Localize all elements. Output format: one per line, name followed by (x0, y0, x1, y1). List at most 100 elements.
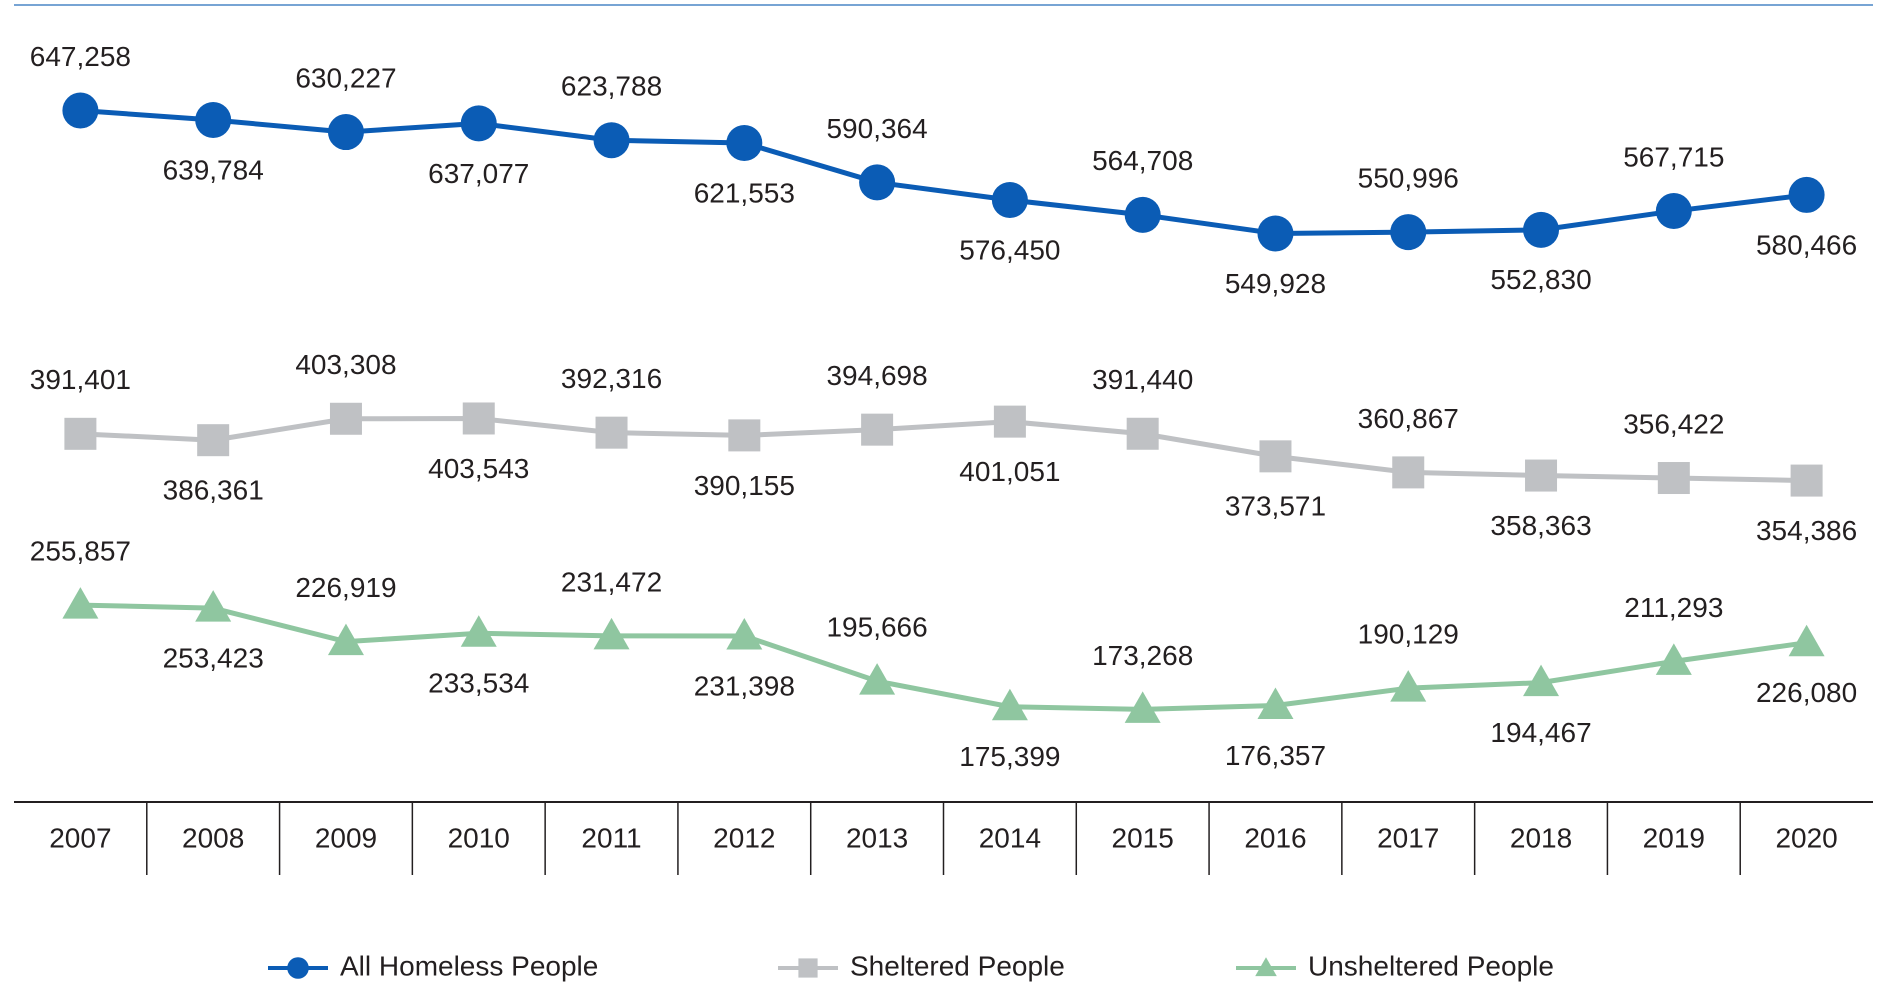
data-point (993, 405, 1026, 438)
data-point (1257, 687, 1294, 720)
data-point (991, 688, 1028, 721)
data-label: 354,386 (1756, 515, 1857, 546)
data-label: 233,534 (428, 668, 529, 699)
series-line (80, 415, 1807, 484)
x-tick-label: 2019 (1643, 822, 1705, 853)
data-point (861, 413, 894, 446)
data-point (195, 590, 232, 622)
data-point (62, 587, 99, 619)
data-point (327, 114, 364, 151)
x-tick-label: 2008 (182, 822, 244, 853)
data-point (1124, 196, 1161, 233)
data-label: 637,077 (428, 158, 529, 189)
data-point (859, 164, 896, 201)
data-label: 226,080 (1756, 677, 1857, 708)
data-label: 391,440 (1092, 364, 1193, 395)
x-tick-label: 2014 (979, 822, 1041, 853)
data-label: 564,708 (1092, 145, 1193, 176)
data-label: 580,466 (1756, 229, 1857, 260)
data-point (593, 122, 630, 159)
data-label: 386,361 (163, 475, 264, 506)
data-point (460, 615, 497, 647)
data-label: 356,422 (1623, 408, 1724, 439)
data-point (197, 424, 230, 457)
data-label: 403,543 (428, 453, 529, 484)
data-point (1655, 643, 1692, 675)
x-tick-label: 2012 (713, 822, 775, 853)
legend-marker (798, 958, 818, 978)
data-label: 403,308 (295, 349, 396, 380)
data-point (991, 182, 1028, 219)
data-point (62, 92, 99, 129)
data-point (1525, 459, 1558, 492)
data-label: 231,472 (561, 566, 662, 597)
data-point (327, 623, 364, 656)
data-label: 647,258 (30, 41, 131, 72)
data-label: 630,227 (295, 62, 396, 93)
data-point (1126, 417, 1159, 450)
data-label: 550,996 (1358, 163, 1459, 194)
x-tick-label: 2017 (1377, 822, 1439, 853)
data-label: 173,268 (1092, 640, 1193, 671)
data-point (728, 419, 761, 452)
legend-label: Sheltered People (850, 950, 1065, 981)
x-tick-label: 2011 (581, 822, 641, 853)
data-point (1790, 464, 1823, 497)
data-point (1788, 624, 1825, 657)
data-point (595, 416, 628, 449)
data-label: 552,830 (1490, 264, 1591, 295)
data-label: 576,450 (959, 234, 1060, 265)
data-label: 194,467 (1490, 717, 1591, 748)
data-point (1523, 664, 1560, 697)
data-point (1124, 691, 1161, 723)
legend-label: All Homeless People (340, 950, 598, 981)
x-tick-label: 2018 (1510, 822, 1572, 853)
data-point (1655, 193, 1692, 230)
legend-marker (287, 957, 309, 979)
data-point (726, 125, 763, 162)
data-point (726, 617, 763, 650)
data-label: 391,401 (30, 364, 131, 395)
data-point (1788, 176, 1825, 213)
data-label: 358,363 (1490, 510, 1591, 541)
data-label: 373,571 (1225, 491, 1326, 522)
data-point (1392, 456, 1425, 489)
data-point (859, 663, 896, 695)
data-point (593, 617, 630, 650)
data-label: 567,715 (1623, 141, 1724, 172)
legend-marker (1255, 957, 1277, 977)
data-point (64, 417, 97, 450)
data-label: 195,666 (826, 612, 927, 643)
data-label: 211,293 (1624, 592, 1723, 623)
data-label: 623,788 (561, 71, 662, 102)
x-tick-label: 2007 (49, 822, 111, 853)
x-tick-label: 2010 (448, 822, 510, 853)
data-label: 394,698 (826, 360, 927, 391)
data-point (1390, 670, 1427, 702)
data-label: 175,399 (959, 741, 1060, 772)
data-point (1657, 462, 1690, 495)
data-label: 590,364 (826, 113, 927, 144)
data-point (1523, 211, 1560, 248)
data-label: 360,867 (1358, 403, 1459, 434)
x-tick-label: 2020 (1775, 822, 1837, 853)
x-tick-label: 2009 (315, 822, 377, 853)
data-point (1390, 214, 1427, 251)
data-label: 621,553 (694, 177, 795, 208)
data-label: 639,784 (163, 154, 264, 185)
data-label: 231,398 (694, 670, 795, 701)
data-point (195, 101, 232, 138)
data-point (1257, 215, 1294, 252)
data-label: 549,928 (1225, 268, 1326, 299)
data-label: 226,919 (295, 572, 396, 603)
data-label: 176,357 (1225, 740, 1326, 771)
data-point (329, 402, 362, 435)
data-point (462, 402, 495, 435)
data-label: 190,129 (1358, 619, 1459, 650)
x-tick-label: 2016 (1244, 822, 1306, 853)
data-label: 390,155 (694, 470, 795, 501)
data-label: 253,423 (163, 643, 264, 674)
data-label: 255,857 (30, 535, 131, 566)
